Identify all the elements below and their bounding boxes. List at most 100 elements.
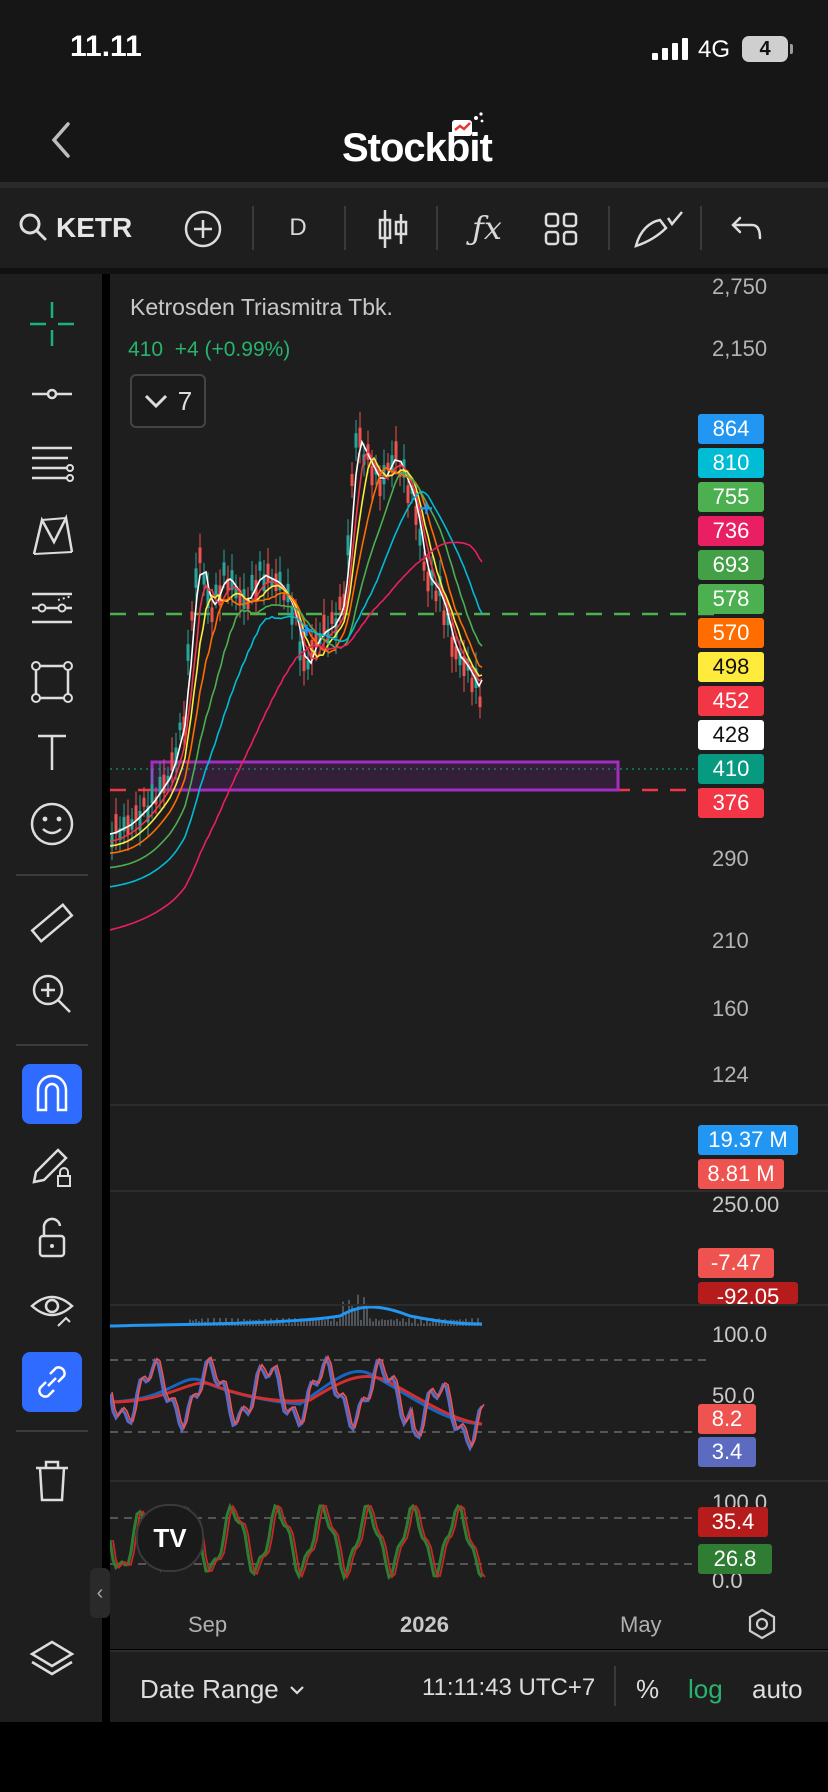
candle-body <box>250 574 254 591</box>
indicator-count: 7 <box>177 385 193 416</box>
candle-body <box>150 784 154 804</box>
link-icon[interactable] <box>22 1352 82 1412</box>
date-range-button[interactable]: Date Range <box>140 1674 305 1705</box>
last-price: 410 <box>128 338 164 361</box>
candle-body <box>418 528 422 546</box>
macd-badge: -7.47 <box>698 1248 774 1278</box>
toolbar-divider <box>700 206 702 250</box>
candle-body <box>178 722 182 731</box>
log-toggle[interactable]: log <box>688 1674 723 1704</box>
candle-body <box>454 645 458 660</box>
candle-body <box>142 797 146 807</box>
trash-icon[interactable] <box>22 1450 82 1510</box>
chart-toolbar <box>0 188 828 268</box>
chevron-down-icon <box>144 394 167 408</box>
candle-body <box>474 668 478 689</box>
candlestick-icon[interactable] <box>376 208 410 250</box>
candle-body <box>334 618 338 639</box>
status-bar <box>0 0 828 96</box>
moving-average-line <box>110 541 483 931</box>
header-divider <box>0 182 828 188</box>
emoji-icon[interactable] <box>22 794 82 854</box>
pane-divider <box>110 1304 828 1306</box>
indicators-icon[interactable]: ƒx <box>472 209 502 247</box>
price-axis-label: 2,750 <box>712 274 768 299</box>
back-icon[interactable] <box>46 118 76 162</box>
signal-line <box>110 1375 483 1426</box>
crosshair-icon[interactable] <box>22 294 82 354</box>
candle-body <box>378 479 382 497</box>
lock-icon[interactable] <box>22 1208 82 1268</box>
network-type: 4G <box>698 36 731 63</box>
candle-body <box>162 774 166 793</box>
ma-value-badge: 410 <box>698 754 764 784</box>
chevron-down-icon <box>289 1685 304 1695</box>
toolbar-divider <box>608 206 610 250</box>
time-axis-label: 2026 <box>400 1612 449 1637</box>
indicator-toggle[interactable]: 7 <box>130 374 206 428</box>
pattern-icon[interactable] <box>22 506 82 566</box>
search-icon[interactable] <box>18 212 48 242</box>
auto-toggle[interactable]: auto <box>752 1674 803 1704</box>
candle-body <box>338 596 342 611</box>
zoom-in-icon[interactable] <box>22 964 82 1024</box>
logo-chart-icon <box>452 112 484 136</box>
tradingview-logo[interactable]: TV <box>136 1504 204 1572</box>
symbol-search[interactable]: KETR <box>56 212 133 243</box>
home-indicator-area <box>0 1722 828 1792</box>
tools-divider <box>16 1044 88 1046</box>
time-axis-label: Sep <box>188 1612 228 1637</box>
candle-body <box>458 652 462 666</box>
candle-body <box>478 696 482 708</box>
add-symbol-icon[interactable] <box>184 210 222 248</box>
candle-body <box>434 590 438 602</box>
chart-clock: 11:11:43 UTC+7 <box>422 1674 596 1701</box>
candle-body <box>210 607 214 622</box>
price-axis-label: 290 <box>712 846 749 871</box>
candle-body <box>182 716 186 736</box>
ma-value-badge: 498 <box>698 652 764 682</box>
candle-body <box>174 747 178 766</box>
pencil-lock-icon[interactable] <box>22 1136 82 1196</box>
toolbar-divider <box>436 206 438 250</box>
chart-settings-icon[interactable] <box>746 1608 778 1640</box>
eye-icon[interactable] <box>22 1278 82 1338</box>
candle-body <box>222 562 226 576</box>
layout-icon[interactable] <box>544 212 578 246</box>
price-plot: ++ <box>110 411 720 1582</box>
ruler-icon[interactable] <box>22 894 82 954</box>
price-axis-label: 160 <box>712 996 749 1021</box>
rectangle-icon[interactable] <box>22 652 82 712</box>
candle-body <box>258 561 262 571</box>
candle-body <box>314 631 318 648</box>
horizontal-line-icon[interactable] <box>22 364 82 424</box>
interval-button[interactable]: D <box>289 214 307 241</box>
magnet-icon[interactable] <box>22 1064 82 1124</box>
price-axis-label: 2,150 <box>712 336 768 361</box>
fib-lines-icon[interactable] <box>22 434 82 494</box>
candle-body <box>370 465 374 486</box>
percent-toggle[interactable]: % <box>636 1674 660 1704</box>
candle-body <box>126 815 130 836</box>
collapse-panel-icon[interactable]: ‹ <box>90 1568 110 1618</box>
macd-line <box>110 1369 483 1426</box>
status-time: 11.11 <box>70 30 142 63</box>
text-icon[interactable] <box>22 722 82 782</box>
bottom-divider <box>110 1650 828 1652</box>
channel-icon[interactable] <box>22 578 82 638</box>
drawing-pen-icon[interactable] <box>632 210 684 250</box>
price-quote: 410 +4 (+0.99%) <box>128 338 290 362</box>
ma-value-badge: 452 <box>698 686 764 716</box>
candle-body <box>330 612 334 624</box>
layers-icon[interactable] <box>22 1630 82 1690</box>
candle-body <box>278 571 282 591</box>
undo-icon[interactable] <box>730 212 764 244</box>
stoch-axis-label: 100.0 <box>712 1322 768 1347</box>
candle-body <box>206 588 210 608</box>
candle-body <box>226 578 230 592</box>
moving-average-line <box>110 456 483 847</box>
candle-body <box>346 535 350 556</box>
moving-average-line <box>110 439 483 835</box>
candle-body <box>430 569 434 586</box>
candle-body <box>122 816 126 832</box>
